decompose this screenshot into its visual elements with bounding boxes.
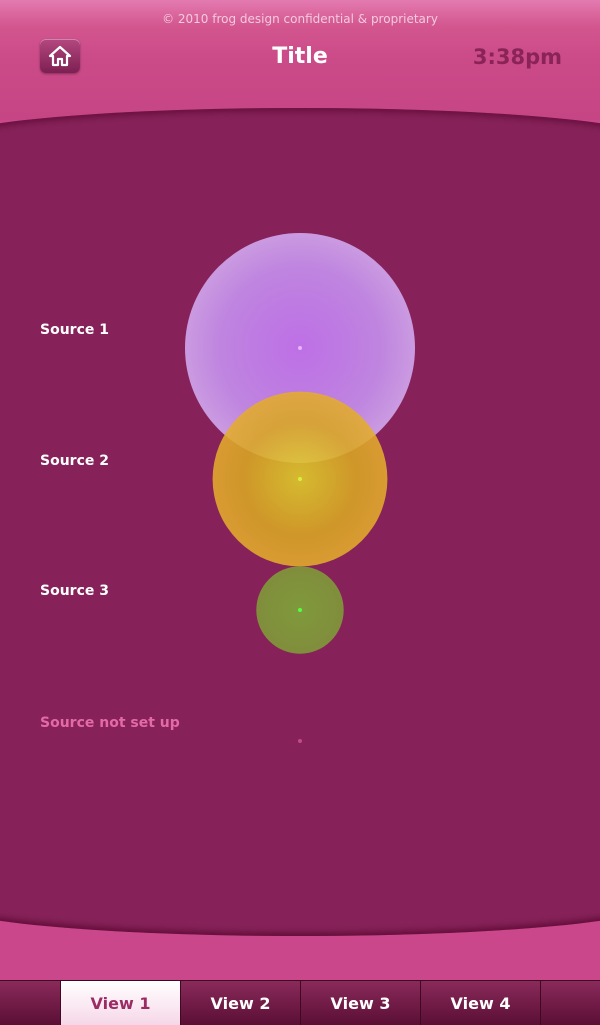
home-button[interactable] bbox=[40, 39, 80, 73]
tab-bar: View 1 View 2 View 3 View 4 bbox=[0, 980, 600, 1025]
source-2-center-dot bbox=[298, 477, 302, 481]
tab-bar-end bbox=[540, 981, 600, 1025]
source-1-center-dot bbox=[298, 346, 302, 350]
source-2-label: Source 2 bbox=[40, 453, 109, 469]
source-visualization bbox=[15, 233, 585, 743]
source-not-set-up-label: Source not set up bbox=[40, 715, 180, 731]
tab-view-4[interactable]: View 4 bbox=[420, 981, 540, 1025]
main-panel: Source 1 Source 2 Source 3 Source not se… bbox=[0, 108, 600, 936]
source-3-center-dot bbox=[298, 608, 302, 612]
tab-view-2[interactable]: View 2 bbox=[180, 981, 300, 1025]
source-4-center-dot bbox=[298, 739, 302, 743]
clock-time: 3:38pm bbox=[472, 45, 562, 69]
page-title: Title bbox=[272, 44, 328, 69]
source-3-label: Source 3 bbox=[40, 583, 109, 599]
tab-view-3[interactable]: View 3 bbox=[300, 981, 420, 1025]
home-icon bbox=[48, 45, 72, 67]
copyright-text: © 2010 frog design confidential & propri… bbox=[162, 12, 438, 26]
source-1-label: Source 1 bbox=[40, 322, 109, 338]
top-bar: © 2010 frog design confidential & propri… bbox=[0, 0, 600, 120]
tab-view-1[interactable]: View 1 bbox=[60, 981, 180, 1025]
